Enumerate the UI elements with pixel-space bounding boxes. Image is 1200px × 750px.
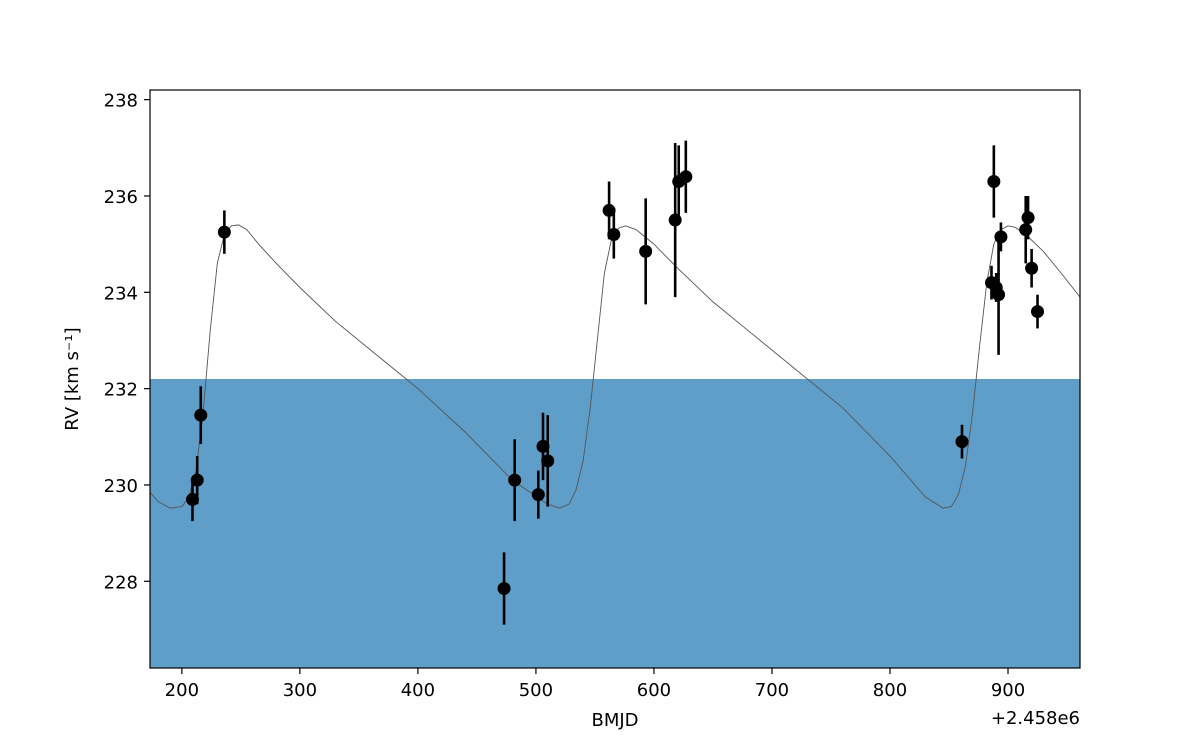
x-tick-label: 700 [755,680,789,701]
data-point [497,582,511,596]
data-point [955,435,969,449]
data-point [1031,305,1045,319]
data-point [668,213,682,227]
data-point [987,175,1001,189]
data-point [190,473,204,487]
data-point [185,492,199,506]
data-point [1025,261,1039,275]
x-tick-label: 200 [165,680,199,701]
y-tick-label: 228 [104,572,138,593]
data-point [217,225,231,239]
x-tick-label: 300 [283,680,317,701]
y-tick-label: 238 [104,91,138,112]
x-tick-label: 500 [519,680,553,701]
x-axis-ticks: 200 300 400 500 600 700 800 900 [165,668,1025,701]
data-point [679,170,693,184]
shaded-band [150,379,1080,668]
y-tick-label: 232 [104,380,138,401]
y-tick-label: 234 [104,283,138,304]
data-point [1021,211,1035,225]
x-axis-offset-label: +2.458e6 [991,708,1080,729]
x-axis-label: BMJD [591,710,638,731]
data-point [541,454,555,468]
x-tick-label: 400 [401,680,435,701]
y-tick-label: 236 [104,187,138,208]
data-point [992,288,1006,302]
data-point [508,473,522,487]
data-point [994,230,1008,244]
y-axis-label: RV [km s⁻¹] [62,327,83,430]
data-point [1019,223,1033,237]
x-tick-label: 800 [873,680,907,701]
data-point [536,439,550,453]
y-tick-label: 230 [104,476,138,497]
y-axis-ticks: 228 230 232 234 236 238 [104,91,150,593]
data-point [639,244,653,258]
plot-frame [149,89,1081,669]
x-tick-label: 900 [991,680,1025,701]
data-point [194,408,208,422]
x-tick-label: 600 [637,680,671,701]
data-points [185,170,1045,596]
data-point [531,488,545,502]
data-point [602,203,616,217]
data-point [607,228,621,241]
